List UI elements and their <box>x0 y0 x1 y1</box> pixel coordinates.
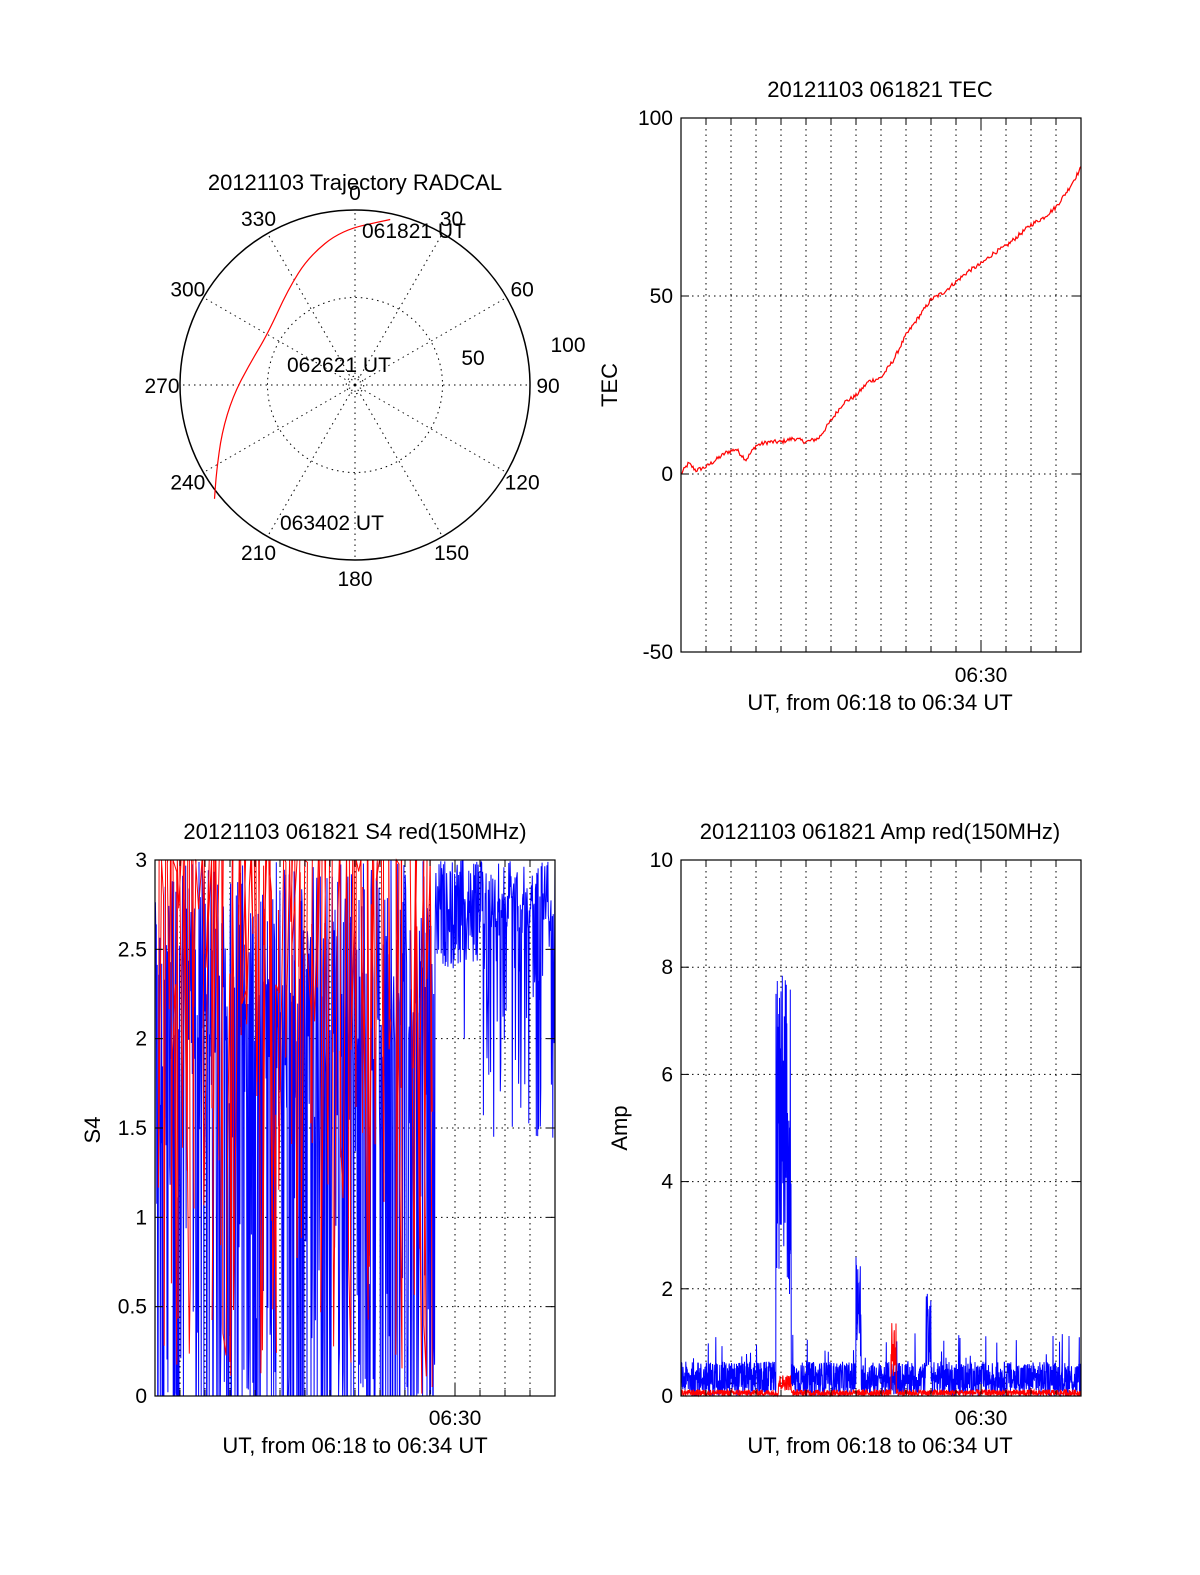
polar-outer-ring <box>179 209 531 561</box>
polar-ring-center <box>345 375 365 395</box>
tec-title: 20121103 061821 TEC <box>767 77 993 102</box>
annotation-start-time: 061821 UT <box>362 220 466 243</box>
tec-ylabel: TEC <box>597 363 622 407</box>
y-tick-label: 10 <box>650 849 673 872</box>
s4-ylabel: S4 <box>80 1117 105 1144</box>
y-tick-label: 0.5 <box>118 1296 147 1319</box>
trajectory-chart: 20121103 Trajectory RADCAL 0 30 60 90 120 150… <box>144 170 585 591</box>
polar-spoke <box>354 384 507 473</box>
s4-xlabel: UT, from 06:18 to 06:34 UT <box>222 1433 487 1458</box>
amp-tick-labels: 0 2 4 6 8 10 <box>650 849 1081 1408</box>
annotation-mid-time: 062621 UT <box>287 354 391 377</box>
y-tick-label: 1 <box>135 1206 147 1229</box>
y-tick-label: 2 <box>661 1278 673 1301</box>
y-tick-label: 2.5 <box>118 938 147 961</box>
y-tick-label: 0 <box>661 463 673 486</box>
trajectory-title: 20121103 Trajectory RADCAL <box>208 170 502 195</box>
polar-azimuth-label: 210 <box>241 542 276 565</box>
amp-blue-line <box>680 975 1082 1397</box>
amp-ylabel: Amp <box>607 1105 632 1150</box>
polar-azimuth-label: 60 <box>510 279 533 302</box>
amp-xlabel: UT, from 06:18 to 06:34 UT <box>747 1433 1012 1458</box>
polar-spoke <box>203 384 356 473</box>
y-tick-label: 2 <box>135 1028 147 1051</box>
polar-azimuth-label: 120 <box>505 472 540 495</box>
amp-gridlines <box>681 860 1081 1396</box>
polar-grid <box>179 209 531 561</box>
polar-azimuth-label: 150 <box>434 542 469 565</box>
tec-gridlines <box>681 118 1081 652</box>
polar-azimuth-label: 300 <box>170 279 205 302</box>
amp-title: 20121103 061821 Amp red(150MHz) <box>700 819 1060 844</box>
tec-xtick-label: 06:30 <box>955 664 1008 687</box>
polar-azimuth-label: 30 <box>440 208 463 231</box>
tec-tick-labels: -50 0 50 100 <box>638 107 1081 664</box>
polar-azimuth-label: 90 <box>536 375 559 398</box>
polar-azimuth-label: 0 <box>349 182 361 205</box>
y-tick-label: 1.5 <box>118 1117 147 1140</box>
tec-xlabel: UT, from 06:18 to 06:34 UT <box>747 690 1012 715</box>
s4-xtick-label: 06:30 <box>429 1407 482 1430</box>
y-tick-label: 3 <box>135 849 147 872</box>
s4-chart: 20121103 061821 S4 red(150MHz) 0 0.5 1 1.5 2… <box>80 819 556 1458</box>
polar-azimuth-label: 270 <box>144 375 179 398</box>
y-tick-label: 8 <box>661 956 673 979</box>
polar-ring-50 <box>267 297 443 473</box>
s4-tick-labels: 0 0.5 1 1.5 2 2.5 3 <box>118 849 555 1408</box>
y-tick-label: 6 <box>661 1063 673 1086</box>
polar-radial-label-50: 50 <box>461 347 484 370</box>
y-tick-label: 0 <box>135 1385 147 1408</box>
y-tick-label: -50 <box>643 641 673 664</box>
y-tick-label: 4 <box>661 1171 673 1194</box>
polar-azimuth-labels: 0 30 60 90 120 150 180 210 240 270 300 330 <box>144 182 559 591</box>
polar-azimuth-label: 330 <box>241 208 276 231</box>
s4-title: 20121103 061821 S4 red(150MHz) <box>183 819 526 844</box>
trajectory-track <box>213 218 391 499</box>
annotation-end-time: 063402 UT <box>280 512 384 535</box>
tec-series-line <box>680 166 1082 475</box>
y-tick-label: 50 <box>650 285 673 308</box>
y-tick-label: 0 <box>661 1385 673 1408</box>
amp-plot-frame <box>680 859 1082 1397</box>
y-tick-label: 100 <box>638 107 673 130</box>
polar-azimuth-label: 240 <box>170 472 205 495</box>
amp-chart: 20121103 061821 Amp red(150MHz) 0246810 … <box>607 819 1082 1458</box>
polar-azimuth-label: 180 <box>337 568 372 591</box>
amp-xtick-label: 06:30 <box>955 1407 1008 1430</box>
s4-series <box>154 858 556 1397</box>
polar-radial-label-100: 100 <box>550 334 585 357</box>
tec-plot-frame <box>680 117 1082 653</box>
tec-chart: 20121103 061821 TEC -50 0 50 100 06:30 UT, … <box>597 77 1082 715</box>
